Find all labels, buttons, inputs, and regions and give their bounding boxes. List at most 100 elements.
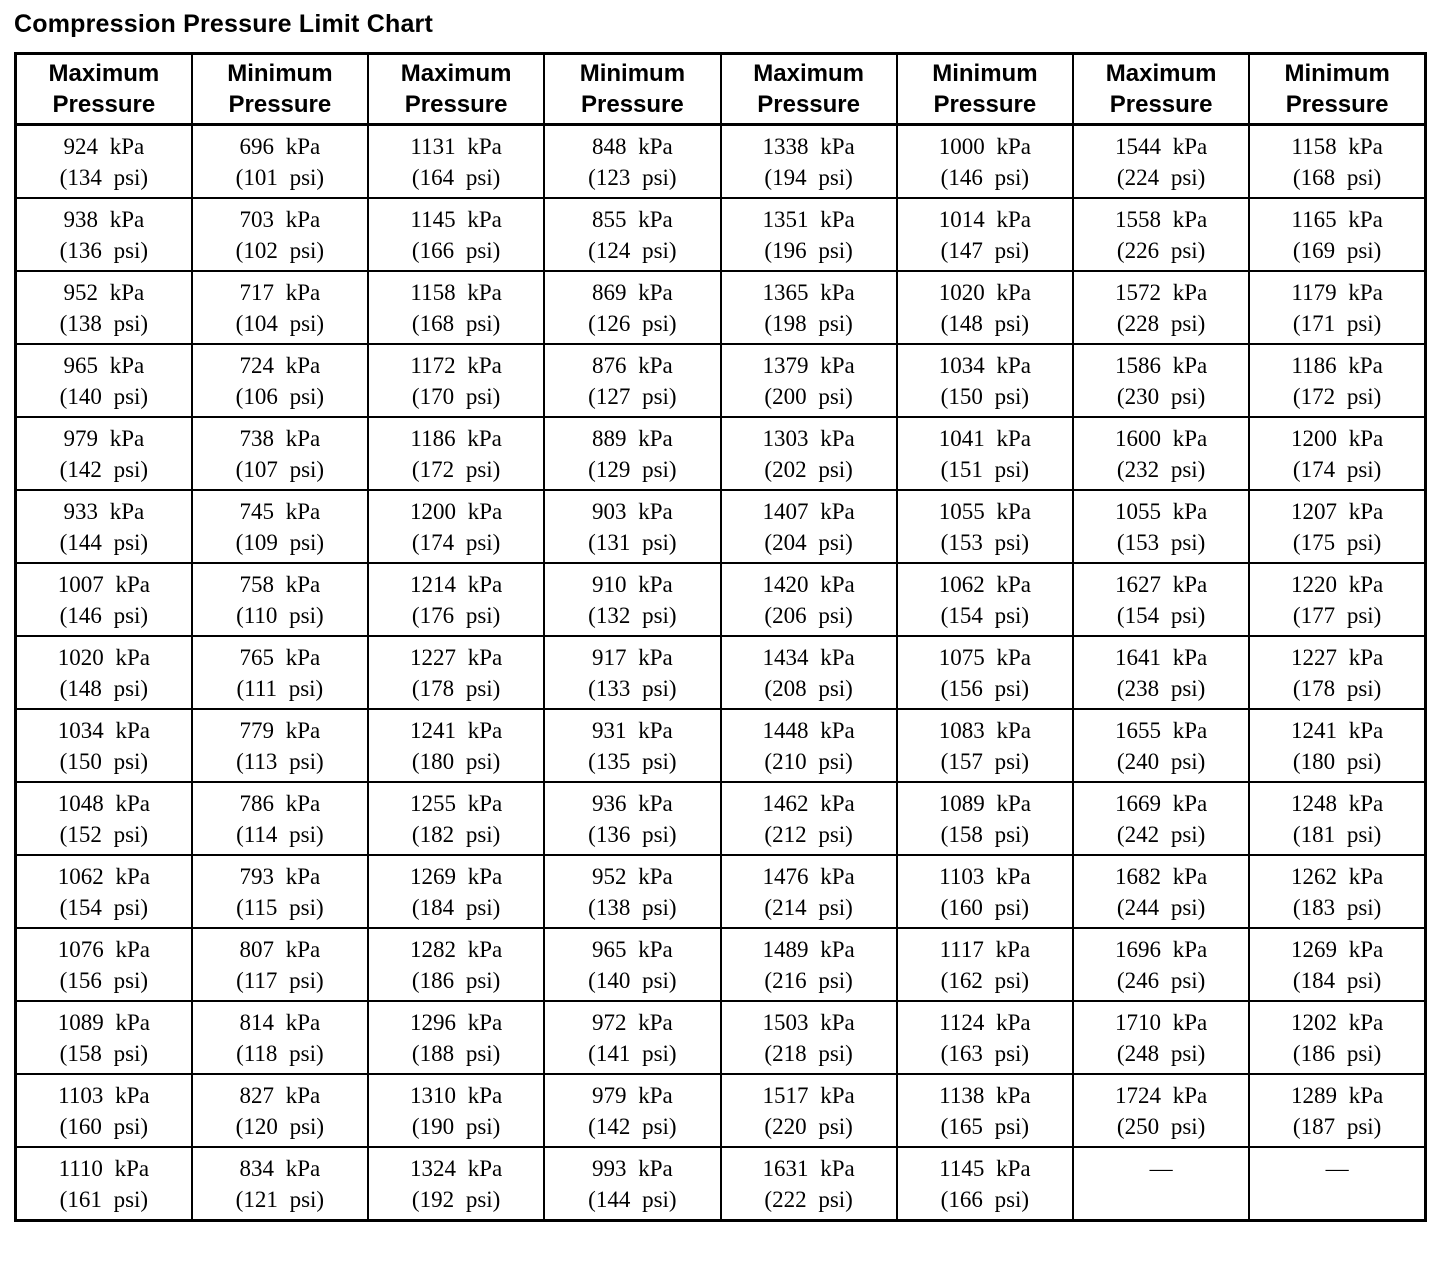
page-title: Compression Pressure Limit Chart: [14, 10, 434, 38]
table-cell: 1158 kPa (168 psi): [366, 270, 546, 345]
column-header-maximum-2: Maximum Pressure: [366, 52, 546, 126]
table-cell: 1062 kPa (154 psi): [895, 562, 1075, 637]
table-cell: 1351 kPa (196 psi): [719, 197, 898, 272]
table-cell: 1186 kPa (172 psi): [1248, 343, 1427, 418]
kpa-value: 876 kPa: [592, 352, 673, 378]
kpa-value: 1207 kPa: [1291, 498, 1384, 524]
table-cell: 1007 kPa (146 psi): [14, 562, 193, 637]
table-cell: 1379 kPa (200 psi): [719, 343, 898, 418]
table-cell: 876 kPa (127 psi): [543, 343, 722, 418]
table-row: 1048 kPa (152 psi) 786 kPa (114 psi) 1255 …: [14, 781, 1427, 856]
psi-value: (176 psi): [411, 602, 501, 628]
table-cell: 765 kPa (111 psi): [190, 635, 370, 710]
kpa-value: 1124 kPa: [939, 1009, 1031, 1035]
table-header: Maximum Pressure Minimum Pressure Maximu…: [14, 52, 1427, 126]
table-cell: 1034 kPa (150 psi): [14, 708, 193, 783]
psi-value: (208 psi): [764, 675, 853, 701]
table-cell: 1124 kPa (163 psi): [895, 1000, 1075, 1075]
table-cell: 1089 kPa (158 psi): [14, 1000, 193, 1075]
table-cell: 1296 kPa (188 psi): [366, 1000, 546, 1075]
psi-value: (136 psi): [59, 237, 149, 263]
table-cell: 1227 kPa (178 psi): [1248, 635, 1427, 710]
kpa-value: 965 kPa: [63, 352, 145, 378]
kpa-value: 1303 kPa: [762, 425, 855, 451]
table-cell: 1282 kPa (186 psi): [366, 927, 546, 1002]
table-cell: 993 kPa (144 psi): [543, 1146, 722, 1222]
kpa-value: 869 kPa: [592, 279, 673, 305]
kpa-value: 1076 kPa: [57, 936, 150, 962]
table-cell: 1586 kPa (230 psi): [1071, 343, 1251, 418]
table-cell: 1724 kPa (250 psi): [1071, 1073, 1251, 1148]
kpa-value: 827 kPa: [239, 1082, 321, 1108]
psi-value: (200 psi): [764, 383, 853, 409]
table-cell: 936 kPa (136 psi): [543, 781, 722, 856]
table-cell: 924 kPa (134 psi): [14, 123, 193, 199]
psi-value: (154 psi): [59, 894, 149, 920]
table-cell: 917 kPa (133 psi): [543, 635, 722, 710]
kpa-value: 1296 kPa: [410, 1009, 503, 1035]
psi-value: (226 psi): [1116, 237, 1206, 263]
table-cell: 717 kPa (104 psi): [190, 270, 370, 345]
table-cell: 1103 kPa (160 psi): [895, 854, 1075, 929]
kpa-value: 910 kPa: [592, 571, 673, 597]
psi-value: (102 psi): [235, 237, 325, 263]
kpa-value: 1476 kPa: [762, 863, 855, 889]
kpa-value: 1117 kPa: [939, 936, 1031, 962]
psi-value: (190 psi): [411, 1113, 501, 1139]
table-cell: 1172 kPa (170 psi): [366, 343, 546, 418]
psi-value: (248 psi): [1116, 1040, 1206, 1066]
psi-value: (202 psi): [764, 456, 853, 482]
table-cell: 1365 kPa (198 psi): [719, 270, 898, 345]
kpa-value: —: [1149, 1155, 1173, 1181]
kpa-value: 1186 kPa: [1291, 352, 1383, 378]
kpa-value: 855 kPa: [592, 206, 673, 232]
psi-value: (148 psi): [59, 675, 149, 701]
psi-value: (146 psi): [59, 602, 149, 628]
psi-value: (165 psi): [940, 1113, 1030, 1139]
table-cell: 855 kPa (124 psi): [543, 197, 722, 272]
psi-value: (157 psi): [940, 748, 1030, 774]
table-cell: 1055 kPa (153 psi): [1071, 489, 1251, 564]
kpa-value: 917 kPa: [592, 644, 673, 670]
table-cell: 1089 kPa (158 psi): [895, 781, 1075, 856]
psi-value: (224 psi): [1116, 164, 1206, 190]
psi-value: (110 psi): [236, 602, 324, 628]
psi-value: (194 psi): [764, 164, 853, 190]
kpa-value: 1517 kPa: [762, 1082, 855, 1108]
kpa-value: 1103 kPa: [939, 863, 1031, 889]
table-row: 979 kPa (142 psi) 738 kPa (107 psi) 1186 k…: [14, 416, 1427, 491]
psi-value: (187 psi): [1292, 1113, 1382, 1139]
psi-value: (166 psi): [411, 237, 501, 263]
psi-value: (132 psi): [588, 602, 677, 628]
psi-value: (246 psi): [1116, 967, 1206, 993]
table-cell: 1202 kPa (186 psi): [1248, 1000, 1427, 1075]
table-cell: 1434 kPa (208 psi): [719, 635, 898, 710]
table-cell: 931 kPa (135 psi): [543, 708, 722, 783]
column-header-minimum-1: Minimum Pressure: [190, 52, 370, 126]
kpa-value: 952 kPa: [63, 279, 145, 305]
kpa-value: 1055 kPa: [938, 498, 1031, 524]
kpa-value: 1048 kPa: [57, 790, 150, 816]
kpa-value: 1379 kPa: [762, 352, 855, 378]
kpa-value: 1034 kPa: [938, 352, 1031, 378]
table-cell: 952 kPa (138 psi): [543, 854, 722, 929]
psi-value: (174 psi): [411, 529, 501, 555]
kpa-value: 1255 kPa: [410, 790, 503, 816]
kpa-value: 848 kPa: [592, 133, 673, 159]
kpa-value: 1220 kPa: [1291, 571, 1384, 597]
kpa-value: 938 kPa: [63, 206, 145, 232]
psi-value: (144 psi): [588, 1186, 677, 1212]
table-cell: —: [1248, 1146, 1427, 1222]
kpa-value: 745 kPa: [239, 498, 321, 524]
psi-value: (172 psi): [411, 456, 501, 482]
kpa-value: 1586 kPa: [1115, 352, 1208, 378]
kpa-value: 1655 kPa: [1115, 717, 1208, 743]
kpa-value: 696 kPa: [239, 133, 321, 159]
table-row: 1076 kPa (156 psi) 807 kPa (117 psi) 1282 …: [14, 927, 1427, 1002]
kpa-value: 1489 kPa: [762, 936, 855, 962]
psi-value: (183 psi): [1292, 894, 1382, 920]
table-cell: 1503 kPa (218 psi): [719, 1000, 898, 1075]
psi-value: (151 psi): [940, 456, 1030, 482]
psi-value: (150 psi): [59, 748, 149, 774]
psi-value: (218 psi): [764, 1040, 853, 1066]
